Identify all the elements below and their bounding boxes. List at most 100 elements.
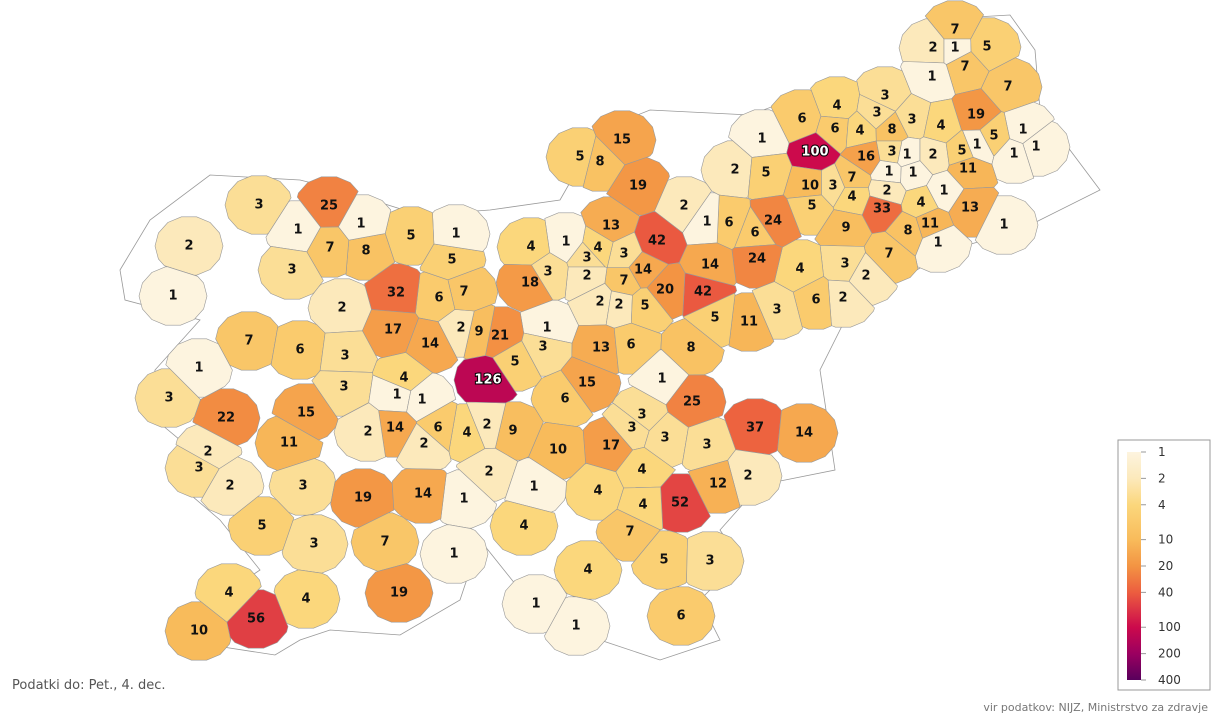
municipality-label: 5 [761,166,770,181]
municipality-label: 1 [999,218,1008,233]
municipality-label: 8 [887,123,896,138]
municipality-label: 1 [168,289,177,304]
municipality-label: 1 [392,388,401,403]
legend-tick-label: 10 [1158,533,1173,547]
municipality-label: 3 [298,479,307,494]
municipality-label: 5 [575,150,584,165]
municipality-label: 21 [491,329,509,344]
municipality [643,411,689,468]
municipality [440,469,498,529]
municipality-label: 7 [380,535,389,550]
municipality-label: 24 [764,214,782,229]
municipality-label: 8 [686,341,695,356]
municipality [777,403,839,463]
municipality-label: 3 [582,251,591,266]
municipality [545,127,597,187]
municipality-label: 19 [629,179,647,194]
municipality-label: 1 [757,132,766,147]
municipality-label: 14 [421,337,439,352]
municipality-label: 19 [354,491,372,506]
municipality-label: 6 [724,216,733,231]
municipality-label: 2 [838,291,847,306]
municipality-label: 14 [634,263,652,278]
municipality-label: 15 [297,406,315,421]
municipality-label: 10 [190,624,208,639]
municipality-label: 1 [451,227,460,242]
municipality-label: 7 [1003,80,1012,95]
municipality-label: 2 [743,469,752,484]
municipality-label: 3 [705,554,714,569]
municipality [154,216,224,276]
municipality-label: 1 [908,166,917,181]
municipality-label: 14 [414,487,432,502]
municipality [395,422,452,470]
municipality-label: 17 [602,439,620,454]
municipality-label: 4 [855,124,864,139]
municipality [215,311,279,371]
municipality-label: 25 [683,395,701,410]
municipality-label: 2 [337,301,346,316]
municipality-label: 6 [750,226,759,241]
municipality-label: 7 [244,334,253,349]
municipality-label: 7 [847,171,856,186]
municipality [432,204,491,252]
municipality-label: 1 [657,372,666,387]
municipality-label: 9 [508,424,517,439]
municipality-label: 4 [847,190,856,205]
municipality [226,589,289,649]
municipality-label: 3 [339,380,348,395]
municipality-label: 19 [967,108,985,123]
municipality-label: 24 [748,252,766,267]
municipality-label: 1 [293,223,302,238]
municipality-label: 2 [730,163,739,178]
municipality [271,383,339,441]
municipality-label: 7 [950,23,959,38]
municipality-label: 5 [807,199,816,214]
municipality-label: 3 [627,421,636,436]
municipality-label: 33 [873,202,891,217]
municipality [138,266,208,326]
legend-gradient [1127,452,1141,680]
municipality-label: 2 [184,239,193,254]
municipality [265,200,321,253]
municipality [254,415,324,471]
municipality-label: 2 [928,148,937,163]
municipality [496,217,551,266]
municipality-label: 3 [887,145,896,160]
municipality [731,244,783,289]
municipality-label: 6 [626,338,635,353]
municipality-label: 2 [484,465,493,480]
legend-tick-label: 400 [1158,673,1181,687]
municipality [564,266,608,302]
municipality [751,281,803,340]
municipality-label: 2 [614,298,623,313]
municipality-label: 7 [459,285,468,300]
municipality-label: 1 [1018,123,1027,138]
municipality-label: 11 [959,162,977,177]
municipality [489,500,559,556]
legend-tick-label: 20 [1158,559,1173,573]
municipality-label: 3 [840,257,849,272]
municipality-label: 13 [592,341,610,356]
municipality-label: 52 [671,496,689,511]
municipality-label: 9 [474,325,483,340]
municipality-label: 8 [903,224,912,239]
municipality-label: 4 [399,371,408,386]
legend-tick-label: 100 [1158,620,1181,634]
municipality [455,447,518,502]
municipality-label: 1 [542,321,551,336]
municipality-label: 8 [595,155,604,170]
municipality [646,586,716,646]
municipality-label: 2 [679,199,688,214]
municipality [595,508,661,562]
municipality-label: 6 [560,392,569,407]
municipality-label: 11 [740,315,758,330]
municipality [391,468,447,524]
legend-tick-label: 4 [1158,498,1166,512]
municipality-label: 4 [526,240,535,255]
municipality-label: 3 [872,106,881,121]
municipality-label: 2 [595,295,604,310]
municipality-label: 2 [419,437,428,452]
municipality-label: 16 [857,150,875,165]
municipality-label: 18 [521,276,539,291]
